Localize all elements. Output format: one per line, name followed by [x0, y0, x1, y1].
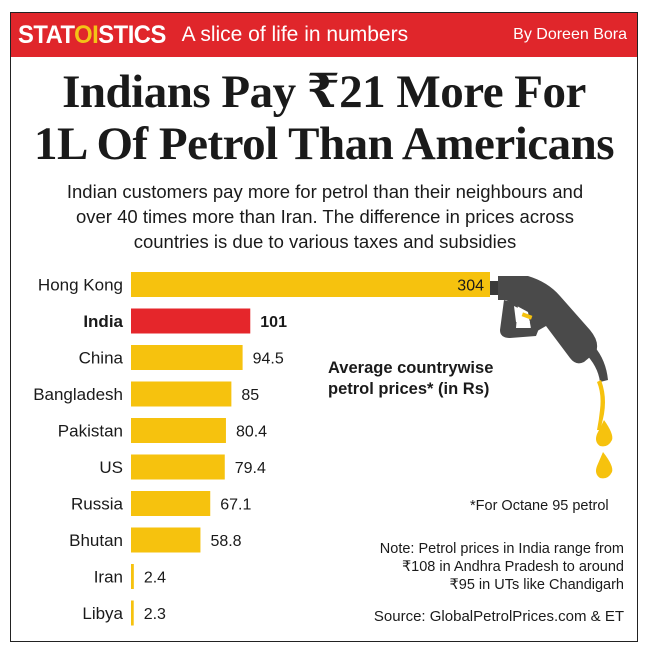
bar-india — [131, 308, 251, 334]
source: Source: GlobalPetrolPrices.com & ET — [373, 608, 624, 625]
petrol-drop-icon — [596, 420, 613, 447]
category-label: India — [83, 312, 123, 331]
header-bar: STATOISTICS A slice of life in numbers B… — [11, 13, 637, 57]
value-label: 2.3 — [144, 606, 166, 623]
category-label: Hong Kong — [38, 276, 123, 295]
value-label: 58.8 — [210, 533, 241, 550]
bar-iran — [131, 564, 134, 589]
nozzle-spout-icon — [584, 346, 608, 382]
bar-bhutan — [131, 527, 201, 553]
subtitle-line-1: Indian customers pay more for petrol tha… — [66, 181, 584, 202]
value-label: 94.5 — [253, 351, 284, 368]
category-label: US — [99, 458, 123, 477]
headline-line-2: 1L Of Petrol Than Americans — [33, 118, 615, 170]
note: Note: Petrol prices in India range from … — [324, 540, 624, 594]
category-label: Russia — [71, 495, 124, 514]
brand-logo: STATOISTICS — [18, 21, 166, 50]
brand-part-2: OI — [74, 20, 99, 49]
subtitle: Indian customers pay more for petrol tha… — [20, 179, 630, 254]
bar-russia — [131, 491, 211, 516]
nozzle-trigger-gap-icon — [514, 306, 530, 322]
headline: Indians Pay ₹21 More For 1L Of Petrol Th… — [12, 66, 636, 170]
category-label: Libya — [82, 604, 123, 623]
fuel-nozzle-icon — [486, 276, 613, 479]
petrol-stream-icon — [597, 380, 605, 430]
bar-bangladesh — [131, 381, 232, 407]
note-line-2: ₹108 in Andhra Pradesh to around — [401, 559, 624, 575]
value-label: 304 — [457, 278, 484, 295]
category-label: China — [79, 349, 124, 368]
subtitle-line-3: countries is due to various taxes and su… — [133, 231, 517, 252]
value-label: 2.4 — [144, 570, 166, 587]
footnote: *For Octane 95 petrol — [470, 498, 609, 514]
legend-line-2: petrol prices* (in Rs) — [328, 380, 490, 398]
category-label: Bhutan — [69, 531, 123, 550]
legend-line-1: Average countrywise — [328, 359, 494, 377]
note-line-1: Note: Petrol prices in India range from — [379, 541, 624, 557]
nozzle-trigger-guard-icon — [500, 300, 540, 338]
byline: By Doreen Bora — [513, 26, 627, 43]
headline-line-1: Indians Pay ₹21 More For — [62, 66, 586, 118]
bar-pakistan — [131, 418, 226, 443]
nozzle-body-icon — [498, 276, 598, 364]
subtitle-line-2: over 40 times more than Iran. The differ… — [75, 206, 575, 227]
header-strip — [11, 13, 637, 57]
category-label: Bangladesh — [33, 385, 123, 404]
category-label: Pakistan — [58, 422, 123, 441]
value-label: 80.4 — [236, 424, 267, 441]
brand-part-3: STICS — [98, 20, 166, 49]
category-label: Iran — [94, 568, 123, 587]
bar-us — [131, 454, 225, 480]
bar-china — [131, 345, 243, 370]
value-label: 79.4 — [235, 460, 266, 477]
brand-lockup: STATOISTICS A slice of life in numbers — [11, 13, 408, 57]
value-label: 67.1 — [220, 497, 251, 514]
tagline: A slice of life in numbers — [181, 23, 409, 46]
note-line-3: ₹95 in UTs like Chandigarh — [449, 577, 624, 593]
value-label: 85 — [241, 387, 259, 404]
brand-part-1: STAT — [18, 20, 75, 49]
nozzle-trigger-icon — [521, 312, 533, 320]
petrol-drop-icon — [596, 452, 613, 479]
bar-hong-kong — [131, 272, 490, 297]
chart-legend-title: Average countrywise petrol prices* (in R… — [328, 358, 493, 400]
bar-libya — [131, 600, 134, 626]
value-label: 101 — [260, 314, 287, 331]
bars-group: Hong Kong 304 India 101 China 94.5 Bangladesh 8… — [33, 272, 490, 626]
